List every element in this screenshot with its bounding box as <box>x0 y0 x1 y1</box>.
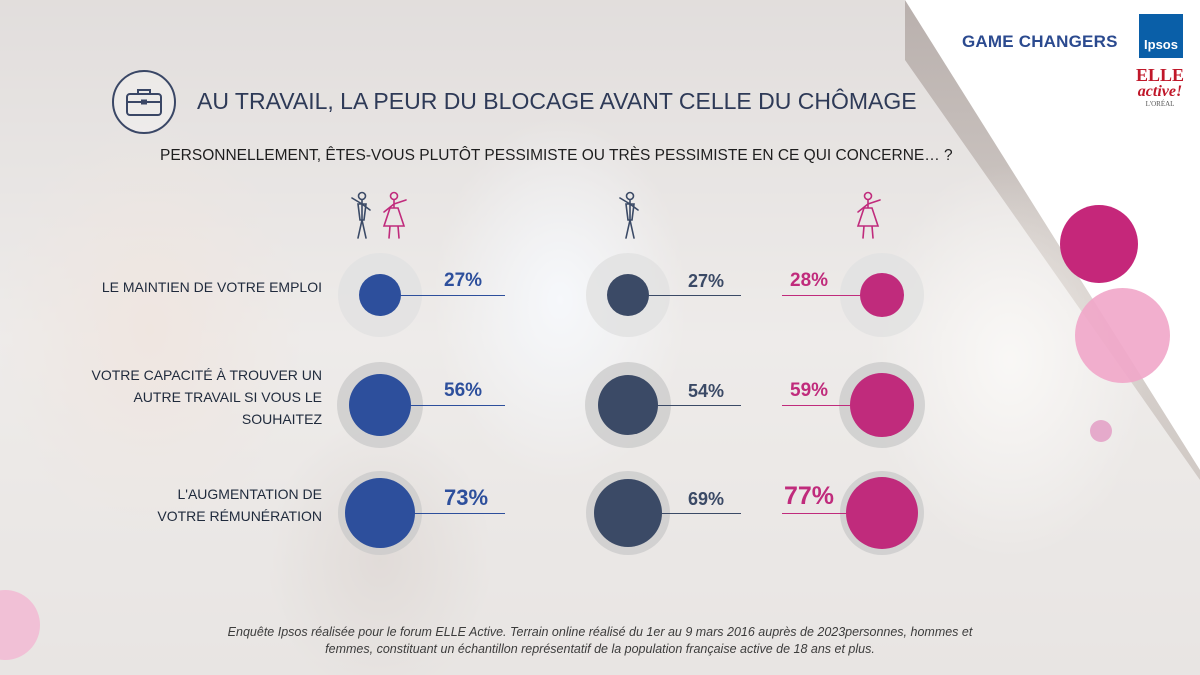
row-label-line: AUTRE TRAVAIL SI VOUS LE <box>133 389 322 405</box>
bubble-femmes-capacite <box>850 373 914 437</box>
ipsos-logo-text: Ipsos <box>1144 37 1178 52</box>
briefcase-icon <box>112 70 176 134</box>
man-and-woman-icon <box>344 190 414 247</box>
pct-label-hommes-remuneration: 69% <box>688 489 725 509</box>
pct-label-hommes-emploi: 27% <box>688 271 725 291</box>
row-label-line: LE MAINTIEN DE VOTRE EMPLOI <box>101 279 322 295</box>
elle-active-logo: ELLE active! L'ORÉAL <box>1130 66 1190 108</box>
pct-label-total-capacite: 56% <box>444 380 483 401</box>
pct-label-total-remuneration: 73% <box>444 485 489 510</box>
pct-label-femmes-emploi: 28% <box>790 270 829 291</box>
footnote-line-2: femmes, constituant un échantillon repré… <box>325 642 875 656</box>
connector-line <box>782 405 882 406</box>
connector-line <box>380 405 505 406</box>
connector-line <box>628 405 741 406</box>
decorative-circle <box>1075 288 1170 383</box>
row-label-line: SOUHAITEZ <box>241 411 322 427</box>
bubble-hommes-remuneration <box>593 478 663 548</box>
footnote-line-1: Enquête Ipsos réalisée pour le forum ELL… <box>227 625 973 639</box>
row-label-line: VOTRE CAPACITÉ À TROUVER UN <box>91 367 322 383</box>
pct-label-femmes-capacite: 59% <box>790 380 829 401</box>
ipsos-logo: Ipsos <box>1139 14 1183 58</box>
connector-line <box>782 513 882 514</box>
decorative-circle <box>1060 205 1138 283</box>
row-label-line: L'AUGMENTATION DE <box>177 486 323 502</box>
bubble-hommes-capacite <box>597 374 659 436</box>
connector-line <box>380 513 505 514</box>
connector-line <box>628 295 741 296</box>
bubble-hommes-emploi <box>606 273 650 317</box>
bubble-total-remuneration <box>344 477 416 549</box>
bubble-total-capacite <box>349 374 411 436</box>
connector-line <box>380 295 505 296</box>
connector-line <box>628 513 741 514</box>
bubble-femmes-emploi <box>860 273 904 317</box>
row-label-capacite: VOTRE CAPACITÉ À TROUVER UN AUTRE TRAVAIL… <box>91 364 322 430</box>
elle-logo-mid: active! <box>1137 83 1183 100</box>
connector-line <box>782 295 882 296</box>
elle-logo-bottom: L'ORÉAL <box>1145 100 1175 108</box>
game-changers-label: GAME CHANGERS <box>962 32 1118 51</box>
pct-label-hommes-capacite: 54% <box>688 381 725 401</box>
woman-icon <box>848 190 884 247</box>
survey-footnote: Enquête Ipsos réalisée pour le forum ELL… <box>150 624 1050 658</box>
slide-title: AU TRAVAIL, LA PEUR DU BLOCAGE AVANT CEL… <box>197 88 917 114</box>
row-label-line: VOTRE RÉMUNÉRATION <box>157 508 322 524</box>
decorative-circle <box>1090 420 1112 442</box>
bubble-total-emploi <box>358 273 402 317</box>
man-icon <box>612 190 648 247</box>
row-label-remuneration: L'AUGMENTATION DE VOTRE RÉMUNÉRATION <box>157 483 322 527</box>
bubble-femmes-remuneration <box>845 476 919 550</box>
pct-label-total-emploi: 27% <box>444 270 483 291</box>
elle-logo-top: ELLE <box>1135 65 1185 85</box>
row-label-emploi: LE MAINTIEN DE VOTRE EMPLOI <box>102 276 322 298</box>
question-subtitle: PERSONNELLEMENT, ÊTES-VOUS PLUTÔT PESSIM… <box>160 147 953 164</box>
pct-label-femmes-remuneration: 77% <box>784 482 835 510</box>
